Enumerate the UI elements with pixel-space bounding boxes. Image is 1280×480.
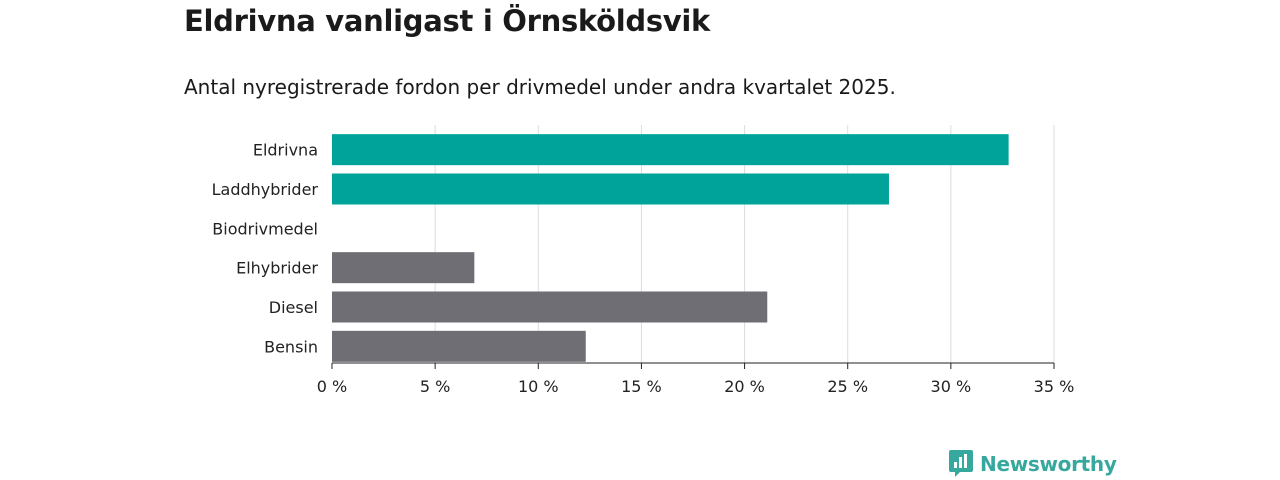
x-tick-label: 10 % <box>518 377 559 396</box>
x-tick-label: 35 % <box>1034 377 1075 396</box>
bar <box>332 291 768 323</box>
bar <box>332 134 1009 166</box>
x-tick-label: 30 % <box>931 377 972 396</box>
chart-title: Eldrivna vanligast i Örnsköldsvik <box>184 4 711 38</box>
category-label: Elhybrider <box>236 259 318 278</box>
x-tick-label: 0 % <box>317 377 347 396</box>
x-tick-label: 25 % <box>827 377 868 396</box>
chart-subtitle: Antal nyregistrerade fordon per drivmede… <box>184 75 896 99</box>
newsworthy-logo-icon <box>949 450 973 477</box>
category-label: Eldrivna <box>253 141 318 160</box>
category-label: Diesel <box>269 298 318 317</box>
category-label: Bensin <box>264 337 318 356</box>
bar <box>332 252 475 284</box>
brand-logo: Newsworthy <box>948 449 1117 479</box>
x-tick-label: 15 % <box>621 377 662 396</box>
bar <box>332 330 586 362</box>
category-label: Biodrivmedel <box>212 219 318 238</box>
category-label: Laddhybrider <box>212 180 319 199</box>
bar <box>332 173 889 205</box>
brand-name: Newsworthy <box>980 452 1117 476</box>
x-tick-label: 20 % <box>724 377 765 396</box>
x-tick-label: 5 % <box>420 377 450 396</box>
